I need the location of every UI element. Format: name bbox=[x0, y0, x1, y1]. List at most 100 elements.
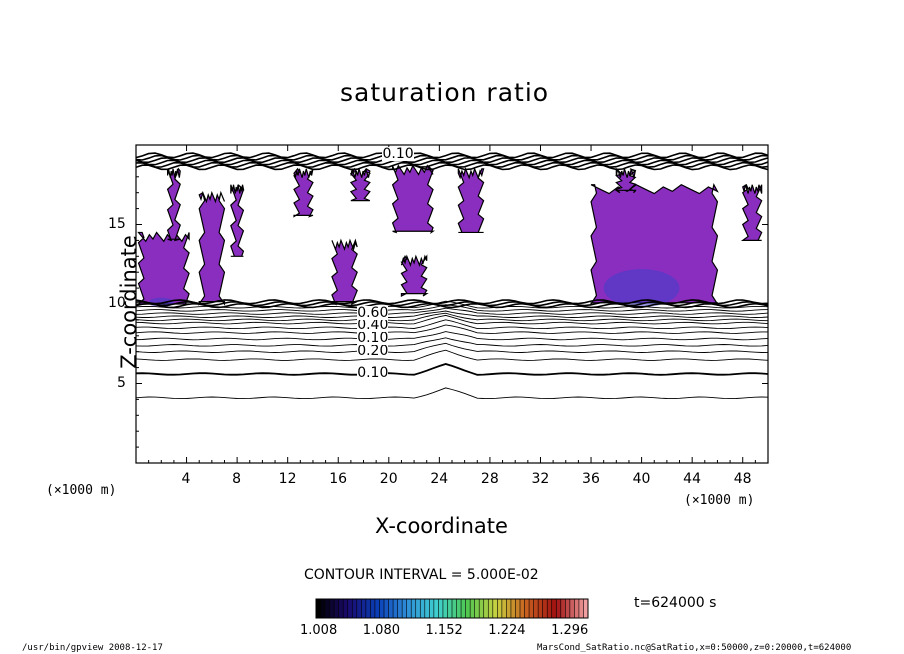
colorbar-segment bbox=[415, 599, 421, 618]
supersaturated-region bbox=[329, 238, 358, 306]
colorbar-segment bbox=[515, 599, 521, 618]
colorbar-segment bbox=[529, 599, 534, 618]
x-tick-label: 36 bbox=[582, 471, 600, 487]
axis-ticks bbox=[136, 145, 768, 463]
y-tick-label: 10 bbox=[108, 295, 126, 311]
contour-line bbox=[136, 331, 768, 341]
x-tick-label: 28 bbox=[480, 471, 499, 487]
colorbar-segment bbox=[429, 599, 435, 618]
colorbar-segment bbox=[384, 599, 389, 618]
x-tick-label: 20 bbox=[379, 471, 398, 487]
upper-contour-band bbox=[136, 159, 768, 166]
colorbar bbox=[315, 598, 589, 619]
colorbar-label: 1.008 bbox=[300, 623, 338, 638]
colorbar-segment bbox=[393, 599, 398, 618]
supersaturated-region bbox=[457, 166, 485, 234]
contour-label: 0.20 bbox=[357, 342, 389, 359]
colorbar-segment bbox=[520, 599, 525, 618]
x-tick-label: 48 bbox=[733, 471, 752, 487]
colorbar-segment bbox=[488, 599, 494, 618]
colorbar-segment bbox=[497, 599, 503, 618]
colorbar-label: 1.080 bbox=[362, 623, 400, 638]
colorbar-segment bbox=[456, 599, 462, 618]
contour-line bbox=[136, 300, 768, 309]
colorbar-label: 1.152 bbox=[425, 623, 463, 638]
colorbar-segment bbox=[406, 599, 412, 618]
supersaturation-fill-layer bbox=[137, 164, 763, 308]
contour-line bbox=[136, 307, 768, 315]
colorbar-segment bbox=[547, 599, 553, 618]
colorbar-segment bbox=[438, 599, 444, 618]
x-tick-label: 12 bbox=[278, 471, 297, 487]
colorbar-segment bbox=[492, 599, 498, 618]
colorbar-segment bbox=[470, 599, 475, 618]
upper-contour-band bbox=[136, 154, 768, 161]
footer-right: MarsCond_SatRatio.nc@SatRatio,x=0:50000,… bbox=[537, 643, 852, 653]
colorbar-segment bbox=[334, 599, 339, 618]
contour-line bbox=[136, 310, 768, 318]
colorbar-segment bbox=[379, 599, 385, 618]
upper-contour-band bbox=[136, 152, 768, 159]
footer-left: /usr/bin/gpview 2008-12-17 bbox=[22, 643, 163, 653]
x-tick-label: 8 bbox=[232, 471, 242, 487]
lower-contour-band bbox=[136, 302, 768, 309]
contour-line bbox=[136, 314, 768, 325]
colorbar-segment bbox=[560, 599, 566, 618]
contour-label: 0.10 bbox=[357, 364, 389, 381]
colorbar-segment bbox=[356, 599, 362, 618]
time-stamp: t=624000 s bbox=[634, 595, 717, 611]
contour-line bbox=[136, 387, 768, 400]
colorbar-segment bbox=[542, 599, 548, 618]
colorbar-segment bbox=[447, 599, 453, 618]
y-tick-label: 15 bbox=[108, 215, 126, 232]
supersaturated-region bbox=[166, 167, 181, 242]
lower-contour-band bbox=[136, 299, 768, 305]
colorbar-segment bbox=[583, 599, 589, 618]
colorbar-segment bbox=[533, 599, 539, 618]
colorbar-segment bbox=[329, 599, 335, 618]
colorbar-segment bbox=[556, 599, 562, 618]
colorbar-segment bbox=[370, 599, 376, 618]
colorbar-segment bbox=[320, 599, 326, 618]
supersaturated-region bbox=[614, 167, 637, 194]
contour-line-layer bbox=[136, 152, 768, 400]
colorbar-segment bbox=[424, 599, 430, 618]
colorbar-segment bbox=[569, 599, 575, 618]
x-tick-label: 32 bbox=[531, 471, 550, 487]
colorbar-segment bbox=[374, 599, 380, 618]
colorbar-segment bbox=[352, 599, 358, 618]
x-tick-label: 4 bbox=[181, 471, 191, 487]
contour-line bbox=[136, 324, 768, 334]
colorbar-segment bbox=[338, 599, 344, 618]
colorbar-segment bbox=[433, 599, 439, 618]
supersaturated-region bbox=[349, 167, 371, 202]
contour-line bbox=[136, 342, 768, 353]
x-unit-left: (×1000 m) bbox=[46, 483, 117, 498]
chart-title: saturation ratio bbox=[340, 78, 550, 107]
colorbar-segment bbox=[510, 599, 516, 618]
contour-line bbox=[136, 312, 768, 322]
x-axis-label: X-coordinate bbox=[375, 514, 508, 538]
colorbar-segment bbox=[578, 599, 584, 618]
contour-label: 0.10 bbox=[382, 145, 414, 162]
contour-label: 0.40 bbox=[357, 317, 389, 334]
colorbar-segment bbox=[574, 599, 580, 618]
colorbar-segment bbox=[524, 599, 530, 618]
colorbar-segment bbox=[397, 599, 403, 618]
colorbar-segment bbox=[411, 599, 417, 618]
colorbar-segment bbox=[551, 599, 557, 618]
supersaturated-region bbox=[391, 164, 436, 234]
colorbar-segment bbox=[538, 599, 543, 618]
contour-line bbox=[136, 363, 768, 376]
colorbar-label: 1.224 bbox=[488, 623, 526, 638]
supersaturated-region bbox=[293, 167, 314, 218]
colorbar-segment bbox=[365, 599, 371, 618]
contour-label: 0.60 bbox=[357, 304, 389, 321]
contour-line bbox=[136, 319, 768, 330]
high-saturation-spot bbox=[603, 269, 680, 308]
colorbar-segment bbox=[506, 599, 512, 618]
colorbar-segment bbox=[442, 599, 448, 618]
colorbar-segment bbox=[343, 599, 349, 618]
contour-interval: CONTOUR INTERVAL = 5.000E-02 bbox=[304, 567, 539, 583]
